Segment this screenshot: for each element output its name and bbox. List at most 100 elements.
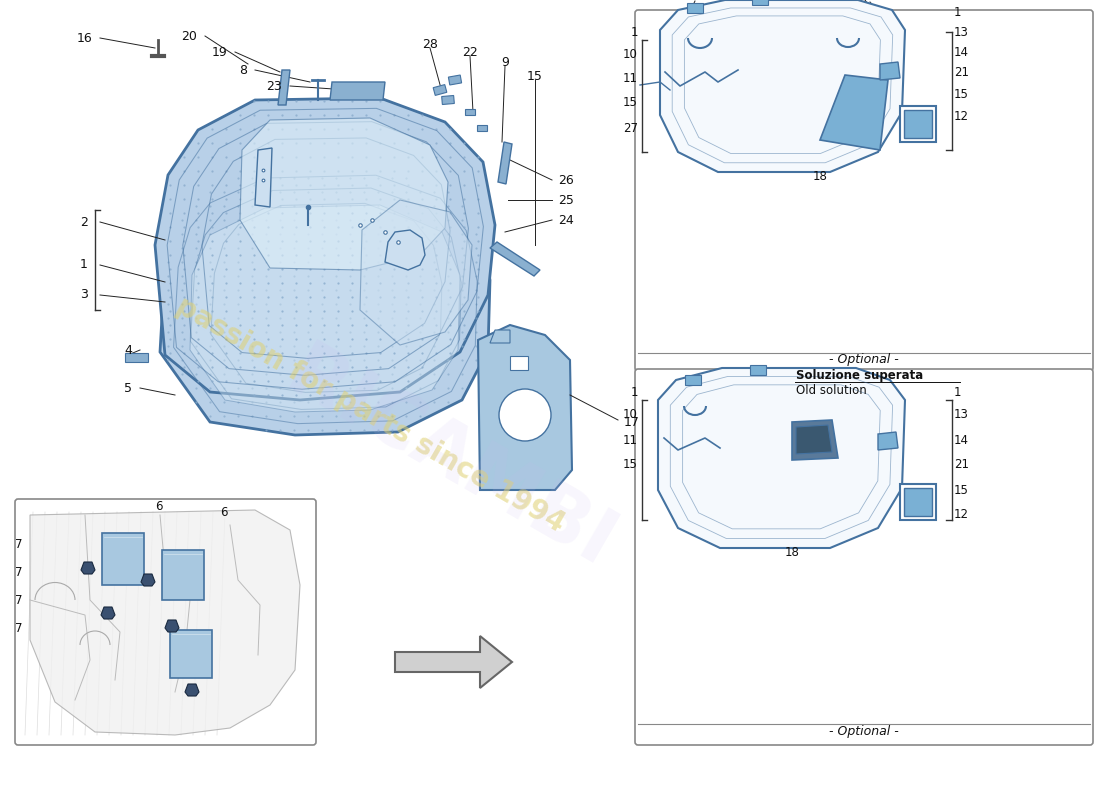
Bar (904, 110, 932, 138)
Text: 6: 6 (155, 499, 163, 513)
Bar (904, 488, 932, 516)
Polygon shape (490, 242, 540, 276)
Polygon shape (160, 165, 490, 435)
Text: 1: 1 (954, 6, 961, 18)
Text: 2: 2 (80, 215, 88, 229)
Text: 21: 21 (954, 458, 969, 471)
Text: 6: 6 (220, 506, 228, 518)
Bar (900, 106, 936, 142)
Text: 5: 5 (124, 382, 132, 394)
Polygon shape (498, 142, 512, 184)
Polygon shape (165, 620, 179, 632)
Text: 8: 8 (239, 63, 248, 77)
Polygon shape (185, 684, 199, 696)
Circle shape (499, 389, 551, 441)
Polygon shape (880, 62, 900, 80)
Text: - Optional -: - Optional - (829, 354, 899, 366)
Polygon shape (81, 562, 95, 574)
Text: 3: 3 (80, 289, 88, 302)
Text: 4: 4 (124, 343, 132, 357)
Bar (102, 533, 144, 585)
Polygon shape (330, 82, 385, 100)
Polygon shape (442, 95, 454, 105)
Text: 15: 15 (954, 483, 969, 497)
Text: 15: 15 (954, 87, 969, 101)
Bar (162, 550, 204, 600)
Text: 1: 1 (630, 386, 638, 398)
Bar (688, 3, 703, 13)
FancyBboxPatch shape (635, 10, 1093, 371)
Polygon shape (490, 330, 510, 343)
Text: 13: 13 (954, 26, 969, 38)
Bar (170, 630, 212, 678)
Text: 14: 14 (954, 434, 969, 446)
Text: 28: 28 (422, 38, 438, 50)
Bar (752, 0, 768, 5)
Text: 7: 7 (14, 622, 22, 634)
Text: 9: 9 (502, 55, 509, 69)
Polygon shape (255, 148, 272, 207)
Polygon shape (660, 0, 905, 172)
Bar (900, 484, 936, 520)
Text: 7: 7 (14, 594, 22, 606)
Text: 12: 12 (954, 509, 969, 522)
Polygon shape (360, 200, 472, 345)
Bar (750, 365, 766, 375)
Text: 1: 1 (954, 386, 961, 398)
Text: 24: 24 (558, 214, 574, 226)
Text: - Optional -: - Optional - (829, 726, 899, 738)
Text: 14: 14 (954, 46, 969, 58)
Text: 1: 1 (630, 26, 638, 38)
Polygon shape (240, 118, 448, 270)
Polygon shape (658, 368, 905, 548)
Text: 18: 18 (784, 546, 800, 558)
Polygon shape (878, 432, 898, 450)
Text: 13: 13 (954, 409, 969, 422)
Text: 7: 7 (14, 566, 22, 578)
Text: 16: 16 (76, 31, 92, 45)
Polygon shape (433, 85, 447, 95)
Text: 27: 27 (623, 122, 638, 134)
Text: 7: 7 (14, 538, 22, 551)
Polygon shape (278, 70, 290, 105)
Text: 17: 17 (624, 415, 640, 429)
FancyBboxPatch shape (15, 499, 316, 745)
Polygon shape (141, 574, 155, 586)
Text: Old solution: Old solution (796, 383, 867, 397)
Bar (685, 375, 701, 385)
Text: 11: 11 (623, 71, 638, 85)
Polygon shape (385, 230, 425, 270)
Text: 12: 12 (954, 110, 969, 122)
Polygon shape (792, 420, 838, 460)
Text: 22: 22 (462, 46, 477, 58)
Polygon shape (395, 636, 512, 688)
FancyBboxPatch shape (635, 369, 1093, 745)
Polygon shape (478, 325, 572, 490)
Text: 25: 25 (558, 194, 574, 206)
Polygon shape (449, 75, 462, 85)
Polygon shape (30, 510, 300, 735)
Text: 21: 21 (954, 66, 969, 78)
Text: 19: 19 (211, 46, 227, 58)
Text: passion for parts since 1994: passion for parts since 1994 (170, 292, 570, 538)
Text: 1: 1 (80, 258, 88, 271)
Text: 26: 26 (558, 174, 574, 186)
Polygon shape (155, 98, 495, 400)
Text: 15: 15 (527, 70, 543, 82)
Polygon shape (190, 205, 460, 412)
Text: 15: 15 (623, 458, 638, 471)
Text: Soluzione superata: Soluzione superata (796, 370, 923, 382)
Text: 18: 18 (813, 170, 827, 182)
Polygon shape (125, 353, 148, 362)
Polygon shape (820, 75, 888, 150)
Text: 10: 10 (623, 409, 638, 422)
Text: 20: 20 (182, 30, 197, 42)
Polygon shape (101, 607, 116, 619)
Text: RICAMBI: RICAMBI (274, 337, 627, 583)
Text: 23: 23 (266, 79, 282, 93)
Text: 11: 11 (623, 434, 638, 446)
Polygon shape (477, 125, 487, 131)
Polygon shape (465, 109, 475, 115)
Text: 10: 10 (623, 49, 638, 62)
Text: 15: 15 (623, 95, 638, 109)
